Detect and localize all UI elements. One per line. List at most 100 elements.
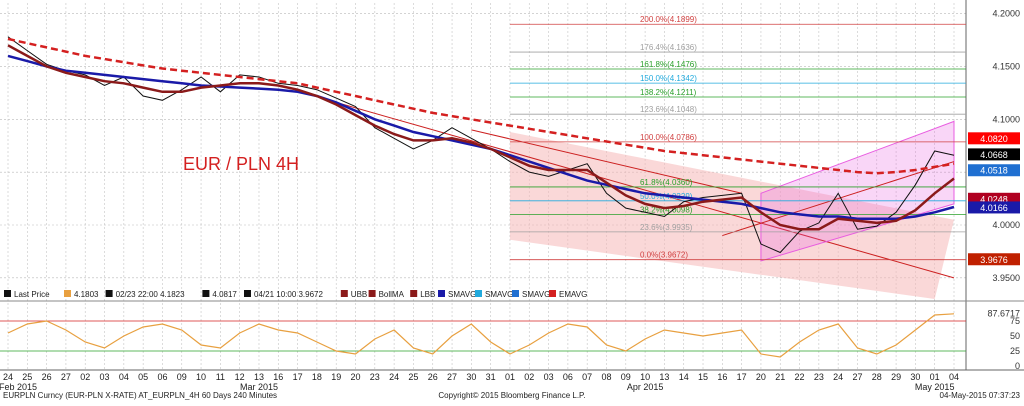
fib-label-7: 61.8%(4.0360) bbox=[640, 178, 693, 187]
x-day-label-14: 16 bbox=[273, 372, 283, 382]
fib-label-4: 138.2%(4.1211) bbox=[640, 88, 697, 97]
price-tag-3: 4.0248 bbox=[980, 194, 1008, 204]
x-day-label-49: 04 bbox=[949, 372, 959, 382]
x-month-label-1: Mar 2015 bbox=[240, 382, 278, 392]
x-day-label-24: 30 bbox=[466, 372, 476, 382]
channel-falling-fill bbox=[509, 131, 954, 299]
legend-swatch-3 bbox=[202, 290, 210, 297]
x-day-label-28: 03 bbox=[544, 372, 554, 382]
x-day-label-13: 13 bbox=[254, 372, 264, 382]
x-day-label-1: 25 bbox=[22, 372, 32, 382]
price-tag-0: 4.0820 bbox=[980, 134, 1008, 144]
series-last-price bbox=[7, 36, 955, 254]
y-tick-label-5: 3.9500 bbox=[992, 273, 1020, 283]
x-day-label-35: 14 bbox=[679, 372, 689, 382]
legend-label-0: Last Price bbox=[14, 290, 50, 299]
stoch-label-1: 75 bbox=[1010, 316, 1020, 326]
x-day-label-31: 08 bbox=[601, 372, 611, 382]
legend-swatch-5 bbox=[340, 290, 348, 297]
stoch-label-2: 50 bbox=[1010, 331, 1020, 341]
footer-center: Copyright© 2015 Bloomberg Finance L.P. bbox=[438, 391, 585, 400]
channel-line-1 bbox=[336, 101, 955, 279]
x-day-label-29: 06 bbox=[563, 372, 573, 382]
legend-label-8: SMAVG bbox=[448, 290, 476, 299]
x-day-label-19: 23 bbox=[370, 372, 380, 382]
price-tag-4: 4.0166 bbox=[980, 203, 1008, 213]
legend-label-4: 04/21 10:00 3.9672 bbox=[254, 290, 324, 299]
x-day-label-15: 17 bbox=[293, 372, 303, 382]
y-tick-label-0: 4.2000 bbox=[992, 9, 1020, 19]
legend-swatch-9 bbox=[475, 290, 482, 297]
x-day-label-22: 26 bbox=[428, 372, 438, 382]
x-day-label-38: 17 bbox=[737, 372, 747, 382]
legend-label-1: 4.1803 bbox=[74, 290, 99, 299]
legend-label-9: SMAVG bbox=[485, 290, 513, 299]
legend-swatch-0 bbox=[4, 290, 11, 297]
fib-label-6: 100.0%(4.0786) bbox=[640, 133, 697, 142]
series-lines bbox=[7, 36, 955, 254]
legend-swatch-1 bbox=[64, 290, 71, 297]
x-day-label-3: 27 bbox=[61, 372, 71, 382]
stoch-line bbox=[7, 313, 955, 358]
legend-swatch-7 bbox=[410, 290, 418, 297]
price-tag-bg-0 bbox=[968, 132, 1020, 145]
x-day-label-46: 29 bbox=[891, 372, 901, 382]
fib-label-1: 176.4%(4.1636) bbox=[640, 43, 697, 52]
x-day-label-10: 10 bbox=[196, 372, 206, 382]
x-month-label-2: Apr 2015 bbox=[627, 382, 664, 392]
legend-label-11: EMAVG bbox=[559, 290, 587, 299]
x-day-label-41: 22 bbox=[795, 372, 805, 382]
fib-label-0: 200.0%(4.1899) bbox=[640, 15, 697, 24]
y-tick-label-2: 4.1000 bbox=[992, 114, 1020, 124]
price-tag-1: 4.0668 bbox=[980, 150, 1008, 160]
y-tick-label-4: 4.0000 bbox=[992, 220, 1020, 230]
x-day-label-18: 20 bbox=[351, 372, 361, 382]
fib-label-2: 161.8%(4.1476) bbox=[640, 60, 697, 69]
fib-label-9: 38.2%(4.0098) bbox=[640, 206, 693, 215]
x-day-label-20: 24 bbox=[389, 372, 399, 382]
x-axis: 24 25 26 27 02 03 04 05 06 09 10 11 12 13 16 17 18 19 20 23… bbox=[0, 372, 959, 392]
x-day-label-40: 21 bbox=[775, 372, 785, 382]
legend-label-5: UBB bbox=[351, 290, 367, 299]
x-day-label-32: 09 bbox=[621, 372, 631, 382]
footer-left: EURPLN Curncy (EUR-PLN X-RATE) AT_EURPLN… bbox=[3, 391, 277, 400]
x-day-label-11: 11 bbox=[216, 372, 225, 382]
legend-label-6: BollMA bbox=[379, 290, 405, 299]
x-day-label-45: 28 bbox=[872, 372, 882, 382]
x-day-label-23: 27 bbox=[447, 372, 457, 382]
x-day-label-2: 26 bbox=[42, 372, 52, 382]
fib-label-10: 23.6%(3.9935) bbox=[640, 223, 693, 232]
price-tag-bg-4 bbox=[968, 201, 1020, 214]
x-day-label-39: 20 bbox=[756, 372, 766, 382]
legend-label-10: SMAVG bbox=[522, 290, 550, 299]
price-tag-5: 3.9676 bbox=[980, 255, 1008, 265]
channels bbox=[336, 101, 955, 299]
channel-line-2 bbox=[471, 129, 742, 194]
stoch-label-0: 87.6717 bbox=[987, 308, 1020, 318]
price-tag-2: 4.0518 bbox=[980, 166, 1008, 176]
x-day-label-21: 25 bbox=[408, 372, 418, 382]
fib-label-5: 123.6%(4.1048) bbox=[640, 105, 697, 114]
price-tag-bg-1 bbox=[968, 148, 1020, 161]
fib-label-3: 150.0%(4.1342) bbox=[640, 74, 697, 83]
x-day-label-30: 07 bbox=[582, 372, 592, 382]
fib-label-11: 0.0%(3.9672) bbox=[640, 251, 688, 260]
legend-label-2: 02/23 22:00 4.1823 bbox=[116, 290, 186, 299]
legend-label-7: LBB bbox=[420, 290, 435, 299]
x-day-label-25: 31 bbox=[486, 372, 496, 382]
price-tag-bg-5 bbox=[968, 253, 1020, 266]
price-tag-bg-2 bbox=[968, 164, 1020, 177]
y-tick-label-1: 4.1500 bbox=[992, 61, 1020, 71]
x-day-label-17: 19 bbox=[331, 372, 341, 382]
legend: Last Price 4.1803 02/23 22:00 4.1823 4.0817… bbox=[4, 290, 587, 299]
footer: EURPLN Curncy (EUR-PLN X-RATE) AT_EURPLN… bbox=[3, 391, 1021, 400]
grid bbox=[0, 0, 1024, 371]
series-bollma bbox=[7, 44, 955, 231]
x-day-label-42: 23 bbox=[814, 372, 824, 382]
legend-label-3: 4.0817 bbox=[212, 290, 237, 299]
channel-line-3 bbox=[722, 161, 955, 237]
x-day-label-47: 30 bbox=[910, 372, 920, 382]
x-day-label-16: 18 bbox=[312, 372, 322, 382]
